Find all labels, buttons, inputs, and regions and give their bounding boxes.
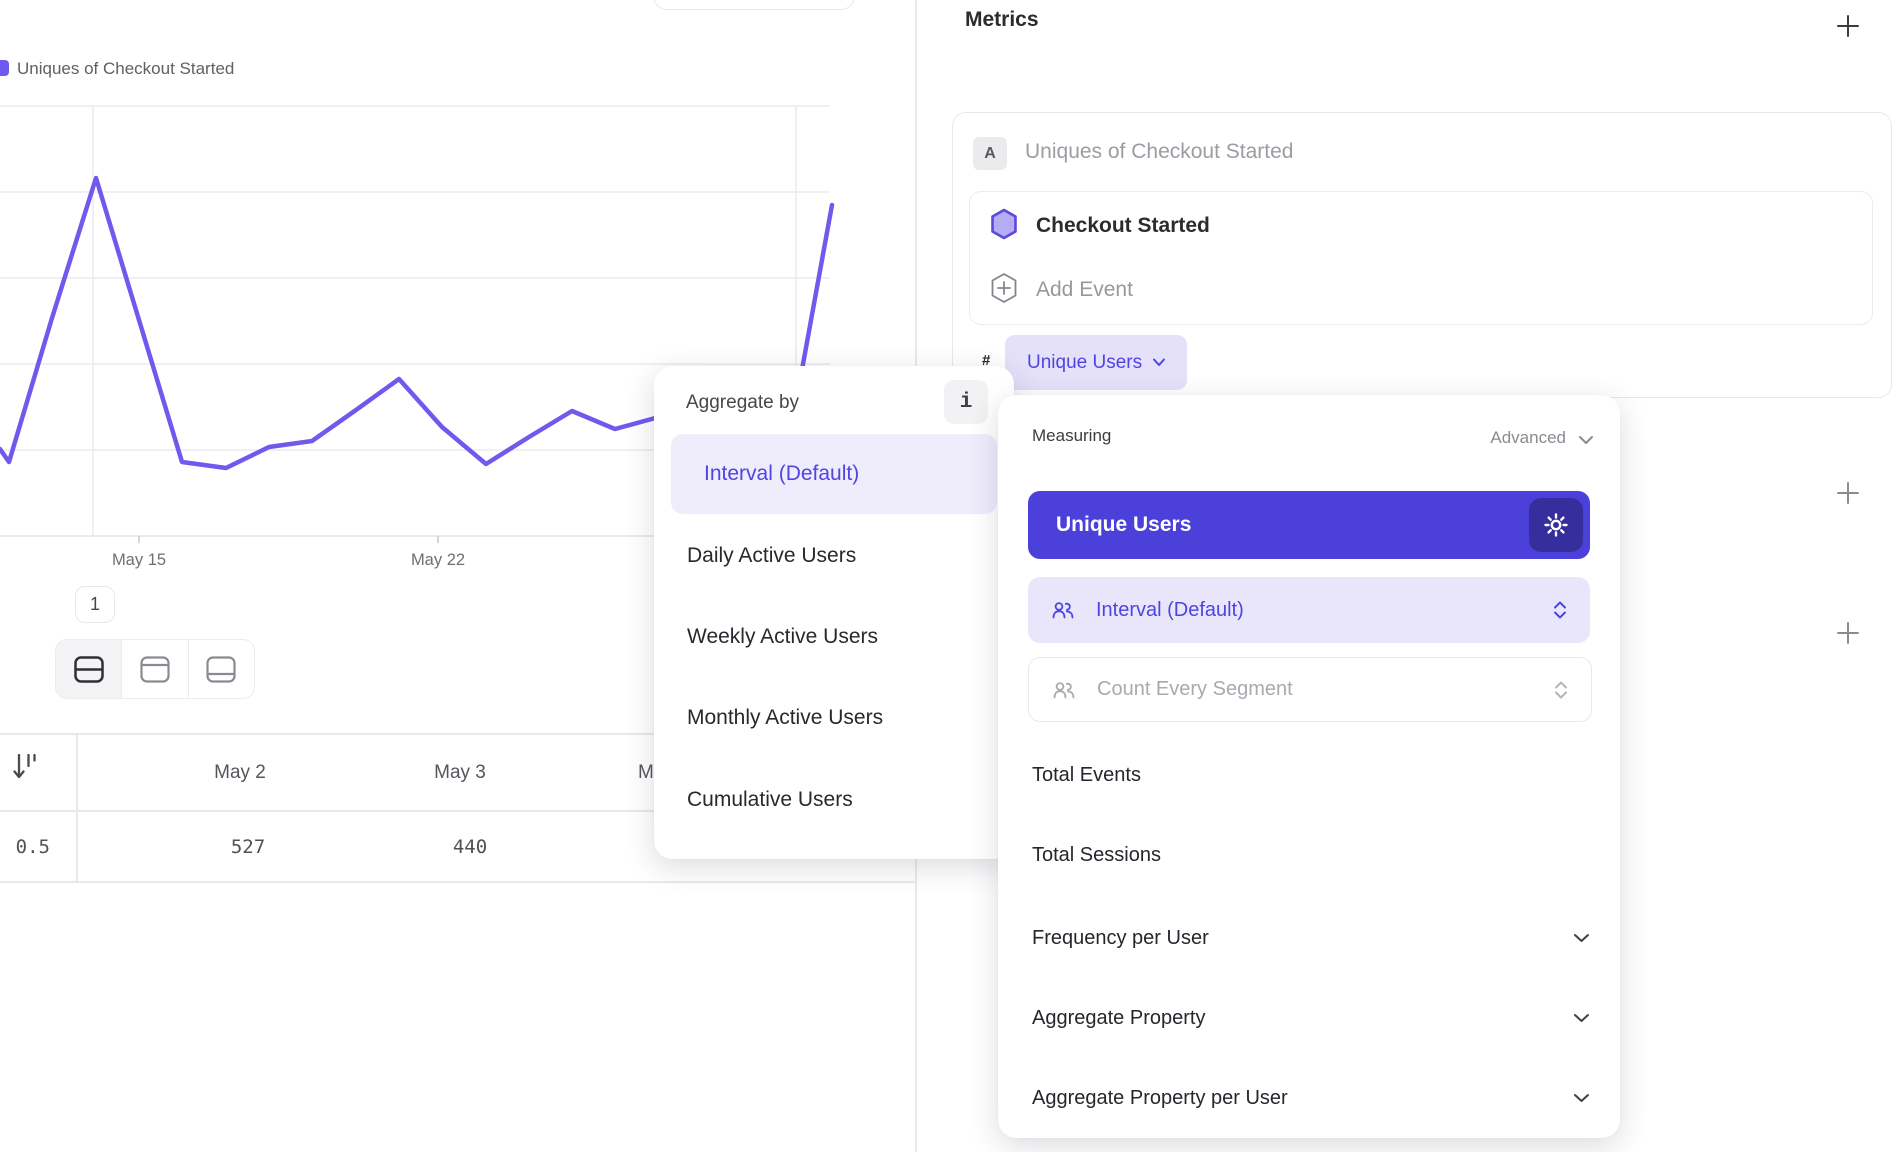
- menu-item-label: Daily Active Users: [687, 544, 857, 567]
- measuring-title: Measuring: [1032, 426, 1112, 445]
- table-cell: 440: [452, 836, 488, 858]
- metrics-panel-title: Metrics: [965, 8, 1039, 31]
- measuring-option-frequency-per-user[interactable]: Frequency per User: [998, 910, 1620, 966]
- interval-selector-label: Interval (Default): [1096, 598, 1244, 621]
- segment-count-selector[interactable]: Count Every Segment: [1028, 657, 1592, 722]
- add-metric-button[interactable]: [1834, 12, 1862, 40]
- x-axis-tick-label: May 15: [112, 551, 166, 569]
- table-header-cell[interactable]: May 2: [214, 762, 266, 783]
- chevron-down-icon: [1573, 933, 1590, 943]
- legend-label: Uniques of Checkout Started: [17, 59, 235, 78]
- option-label: Aggregate Property per User: [1032, 1086, 1288, 1109]
- add-event-hexagon-icon: [991, 273, 1017, 303]
- option-label: Unique Users: [1056, 513, 1192, 536]
- x-axis-tick-label: May 22: [411, 551, 465, 569]
- info-icon[interactable]: i: [944, 380, 988, 424]
- menu-item-label: Monthly Active Users: [687, 706, 884, 729]
- event-row-checkout-started[interactable]: Checkout Started: [1036, 214, 1210, 237]
- chevron-down-icon: [1573, 1013, 1590, 1023]
- chart-legend: Uniques of Checkout Started: [0, 58, 234, 80]
- users-icon: [1053, 681, 1075, 699]
- layout-toggle-table-only[interactable]: [189, 640, 254, 698]
- panel-top-icon: [140, 655, 170, 683]
- hexagon-icon: [991, 208, 1017, 240]
- menu-item-label: Interval (Default): [704, 462, 860, 485]
- menu-item-monthly-active-users[interactable]: Monthly Active Users: [654, 688, 1014, 748]
- table-border-header: [0, 810, 915, 812]
- interval-selector[interactable]: Interval (Default): [1028, 577, 1590, 643]
- layout-toggle-split[interactable]: [56, 640, 123, 698]
- layout-toggle-group: [55, 639, 255, 699]
- table-sort-button[interactable]: [12, 751, 38, 783]
- menu-item-daily-active-users[interactable]: Daily Active Users: [654, 526, 1014, 586]
- table-cell-frozen: 0.5: [15, 836, 50, 858]
- menu-item-weekly-active-users[interactable]: Weekly Active Users: [654, 607, 1014, 667]
- measuring-option-aggregate-property-per-user[interactable]: Aggregate Property per User: [998, 1070, 1620, 1126]
- sort-descending-icon: [13, 753, 36, 779]
- aggregation-chip[interactable]: Unique Users: [1005, 335, 1187, 390]
- option-label: Total Events: [1032, 763, 1141, 786]
- metric-letter-badge: A: [973, 137, 1007, 170]
- split-horizontal-icon: [73, 655, 104, 683]
- aggregate-by-menu: Aggregate by i Interval (Default) Daily …: [654, 366, 1014, 859]
- table-header-cell[interactable]: M: [638, 762, 654, 783]
- users-icon: [1052, 601, 1074, 619]
- advanced-toggle[interactable]: Advanced: [1490, 428, 1566, 447]
- measuring-option-total-sessions[interactable]: Total Sessions: [998, 827, 1620, 883]
- menu-item-label: Weekly Active Users: [687, 625, 878, 648]
- table-header-cell[interactable]: May 3: [434, 762, 486, 783]
- aggregation-prefix: #: [982, 352, 991, 369]
- table-cell: 527: [230, 836, 266, 858]
- table-border-top: [0, 733, 915, 735]
- plus-icon: [1837, 622, 1859, 644]
- measuring-option-unique-users-selected[interactable]: Unique Users: [1028, 491, 1590, 559]
- chevron-down-icon: [1153, 358, 1166, 366]
- add-event-button[interactable]: Add Event: [1036, 278, 1133, 301]
- menu-item-label: Cumulative Users: [687, 788, 853, 811]
- panel-bottom-icon: [206, 655, 236, 683]
- menu-item-cumulative-users[interactable]: Cumulative Users: [654, 770, 1014, 830]
- layout-toggle-chart-only[interactable]: [122, 640, 189, 698]
- table-frozen-divider: [76, 733, 78, 881]
- measuring-option-aggregate-property[interactable]: Aggregate Property: [998, 990, 1620, 1046]
- up-down-chevron-icon: [1553, 680, 1569, 700]
- measuring-menu: Measuring Advanced Unique Users: [998, 395, 1620, 1138]
- option-label: Aggregate Property: [1032, 1006, 1206, 1029]
- series-count-badge[interactable]: 1: [75, 586, 115, 623]
- plus-icon: [1837, 482, 1859, 504]
- metric-name-input[interactable]: Uniques of Checkout Started: [1025, 140, 1294, 163]
- segment-count-label: Count Every Segment: [1097, 678, 1293, 700]
- measuring-option-total-events[interactable]: Total Events: [998, 747, 1620, 803]
- legend-swatch: [0, 60, 9, 76]
- chevron-down-icon[interactable]: [1578, 435, 1594, 445]
- option-label: Frequency per User: [1032, 926, 1209, 949]
- settings-button[interactable]: [1529, 498, 1583, 552]
- aggregate-by-title: Aggregate by: [686, 392, 800, 413]
- menu-item-interval-default[interactable]: Interval (Default): [671, 434, 997, 514]
- chevron-down-icon: [1573, 1093, 1590, 1103]
- option-label: Total Sessions: [1032, 843, 1161, 866]
- plus-icon: [1837, 15, 1859, 37]
- add-filter-button[interactable]: [1834, 479, 1862, 507]
- metric-card: A Uniques of Checkout Started Checkout S…: [952, 112, 1892, 398]
- table-border-bottom: [0, 881, 915, 883]
- add-breakdown-button[interactable]: [1834, 619, 1862, 647]
- aggregation-chip-label: Unique Users: [1027, 351, 1143, 373]
- gear-icon: [1544, 513, 1568, 537]
- up-down-chevron-icon: [1552, 600, 1568, 620]
- event-card: Checkout Started Add Event: [969, 191, 1873, 325]
